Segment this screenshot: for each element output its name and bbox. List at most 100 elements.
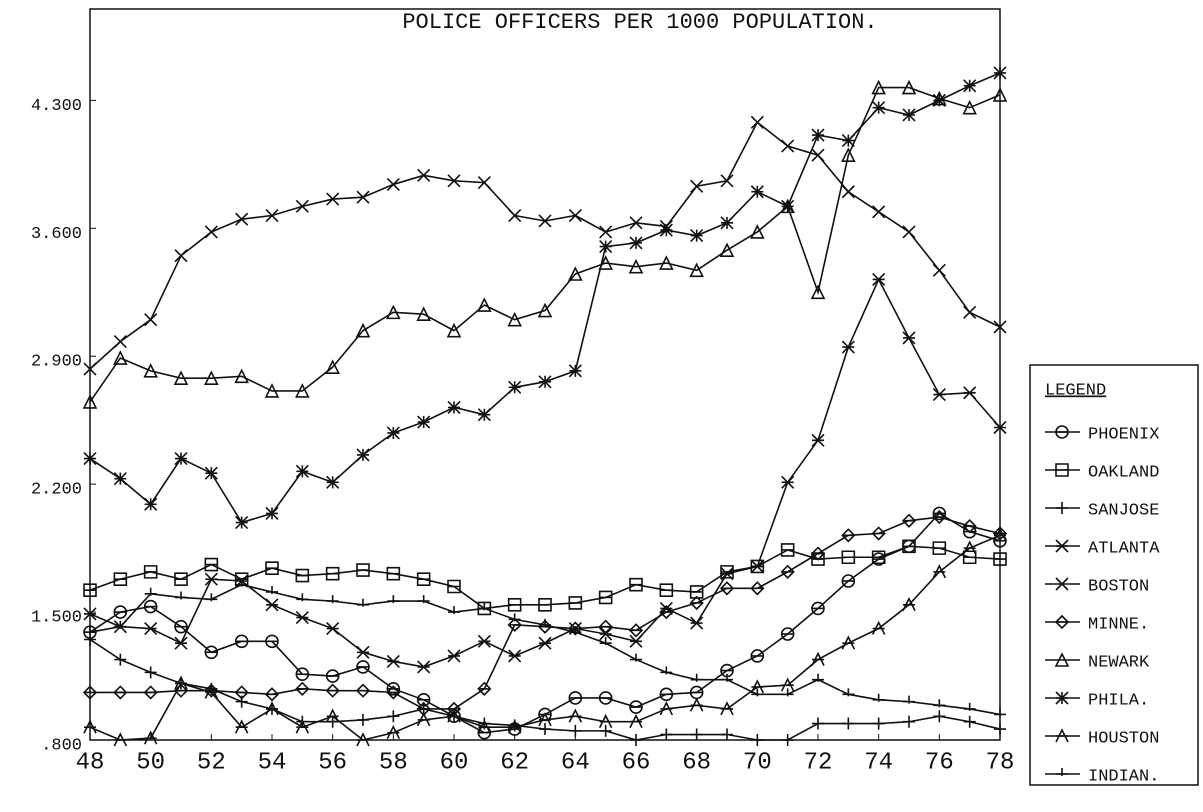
marker (82, 394, 98, 409)
marker-part (1055, 577, 1069, 591)
marker-part (174, 636, 188, 650)
marker-part (173, 370, 189, 385)
marker-part (326, 192, 340, 206)
marker-part (84, 633, 96, 646)
marker-part (810, 546, 826, 561)
marker (660, 728, 673, 741)
marker (841, 147, 856, 162)
marker-part (628, 623, 644, 638)
marker-part (932, 564, 947, 579)
marker-part (174, 451, 188, 466)
marker-part (811, 433, 825, 447)
marker (82, 685, 98, 700)
marker-part (325, 566, 340, 581)
marker (83, 607, 97, 621)
marker-part (295, 383, 310, 398)
marker (477, 297, 492, 312)
marker (963, 79, 977, 93)
marker-part (871, 79, 886, 95)
marker (599, 240, 613, 254)
marker (598, 590, 613, 605)
marker (871, 79, 886, 95)
marker (356, 660, 370, 674)
marker-part (386, 654, 400, 668)
marker-part (568, 596, 583, 610)
marker (204, 370, 219, 385)
marker-part (992, 87, 1008, 102)
marker-part (264, 383, 280, 398)
marker-part (143, 565, 158, 579)
marker-part (750, 224, 765, 239)
marker-part (690, 616, 704, 630)
marker (113, 732, 128, 747)
marker-part (446, 322, 462, 338)
marker (538, 636, 552, 650)
marker-part (871, 550, 886, 565)
marker-part (478, 602, 491, 611)
marker (781, 734, 794, 746)
legend-label: INDIAN. (1088, 767, 1159, 786)
marker (356, 448, 370, 462)
marker-part (113, 685, 128, 700)
marker (235, 515, 249, 530)
marker (356, 563, 370, 577)
marker-part (871, 526, 886, 541)
marker (811, 651, 825, 666)
x-tick-label: 60 (440, 749, 469, 776)
marker (478, 602, 491, 611)
legend-label: MINNE. (1088, 615, 1149, 634)
marker-part (568, 364, 582, 378)
marker-part (932, 93, 946, 107)
marker-part (932, 263, 946, 277)
marker-part (628, 258, 644, 274)
marker (325, 683, 340, 698)
marker-part (872, 272, 886, 287)
marker (204, 466, 218, 480)
marker (204, 684, 219, 699)
marker-part (841, 185, 855, 199)
marker-part (659, 604, 674, 620)
marker (781, 688, 794, 697)
marker-part (992, 526, 1008, 541)
marker-part (387, 595, 400, 604)
marker-part (962, 519, 977, 534)
marker-part (265, 208, 279, 223)
marker (265, 701, 279, 716)
marker (598, 619, 613, 634)
marker-part (204, 225, 218, 239)
marker-part (751, 734, 764, 746)
legend-label: OAKLAND (1088, 463, 1159, 482)
marker (357, 598, 369, 607)
marker-part (569, 724, 582, 737)
marker-part (234, 685, 249, 700)
marker-part (841, 340, 855, 354)
marker-part (387, 710, 400, 723)
marker (204, 557, 219, 572)
marker (568, 266, 583, 281)
marker (296, 593, 309, 602)
marker-part (993, 66, 1007, 80)
marker-part (630, 653, 642, 662)
marker-part (902, 225, 916, 239)
marker (903, 695, 915, 704)
marker (539, 618, 551, 627)
marker (902, 596, 916, 612)
marker-part (447, 649, 461, 663)
marker-part (417, 660, 431, 674)
marker (629, 713, 643, 729)
marker-part (539, 723, 551, 736)
marker (356, 190, 370, 204)
marker-part (1054, 614, 1070, 630)
marker (659, 701, 674, 716)
marker (83, 451, 97, 466)
marker (780, 543, 795, 557)
marker-part (932, 509, 947, 525)
marker-part (842, 688, 855, 697)
marker-part (841, 635, 856, 650)
marker (599, 627, 613, 641)
marker (992, 526, 1008, 541)
marker (174, 675, 188, 690)
marker (144, 497, 158, 511)
marker-part (690, 673, 703, 682)
marker-part (993, 552, 1007, 566)
